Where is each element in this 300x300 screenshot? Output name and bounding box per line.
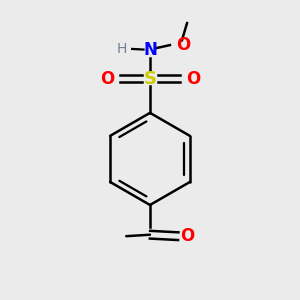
Text: O: O	[180, 227, 194, 245]
Text: O: O	[186, 70, 200, 88]
Text: S: S	[143, 70, 157, 88]
Text: H: H	[117, 42, 127, 56]
Text: N: N	[143, 41, 157, 59]
Text: O: O	[176, 36, 190, 54]
Text: O: O	[100, 70, 114, 88]
